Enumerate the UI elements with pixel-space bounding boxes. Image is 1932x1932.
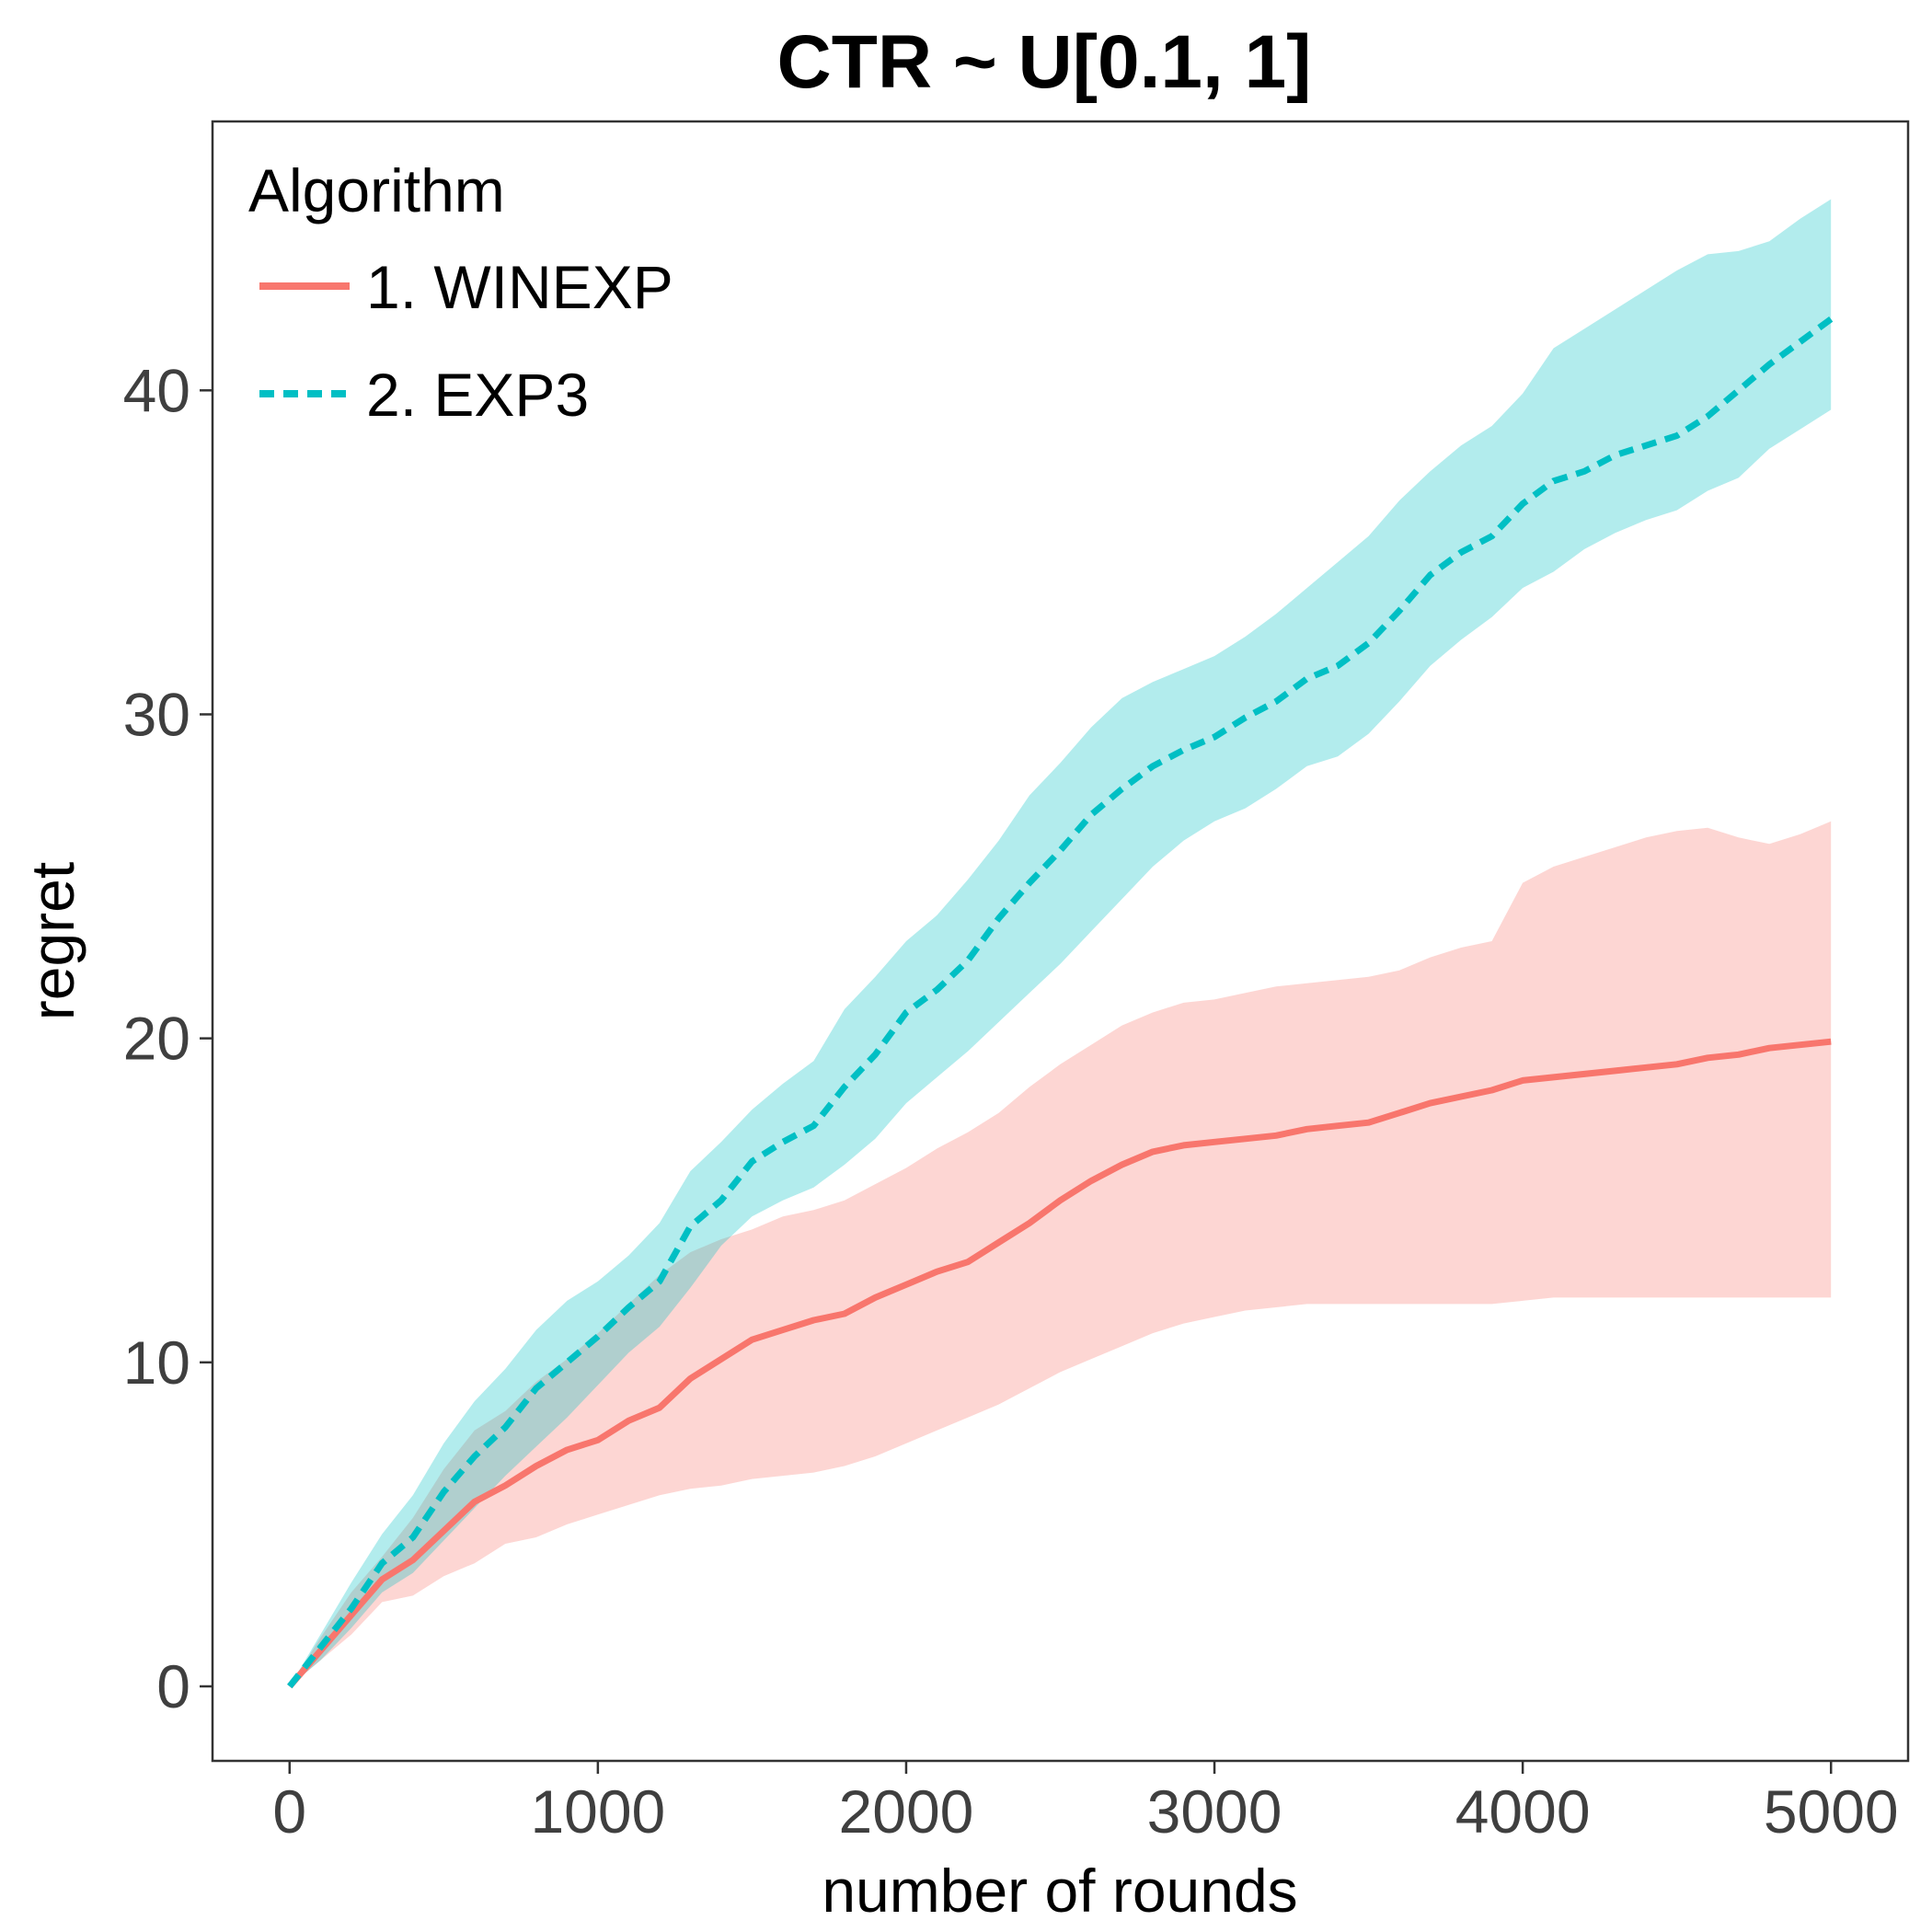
series-lines <box>287 316 1834 1689</box>
x-tick-label: 0 <box>272 1777 306 1846</box>
x-axis-label: number of rounds <box>822 1857 1297 1925</box>
legend: Algorithm 1. WINEXP 2. EXP3 <box>248 156 673 429</box>
y-tick-label: 10 <box>123 1328 190 1397</box>
x-tick-label: 3000 <box>1147 1777 1282 1846</box>
y-axis-label: regret <box>18 862 86 1020</box>
y-axis: 0 10 20 30 40 <box>123 356 213 1720</box>
y-tick-label: 0 <box>156 1652 190 1720</box>
x-tick-label: 2000 <box>839 1777 974 1846</box>
plot-panel-border <box>211 120 1910 1763</box>
chart-title: CTR ~ U[0.1, 1] <box>777 20 1312 104</box>
confidence-bands <box>289 199 1832 1686</box>
legend-label-winexp: 1. WINEXP <box>366 253 673 321</box>
x-tick-label: 5000 <box>1764 1777 1899 1846</box>
line-1-winexp <box>287 1038 1832 1689</box>
y-tick-label: 40 <box>123 356 190 424</box>
x-tick-label: 1000 <box>530 1777 665 1846</box>
x-axis: 0 1000 2000 3000 4000 5000 <box>272 1761 1899 1846</box>
x-tick-label: 4000 <box>1455 1777 1591 1846</box>
y-tick-label: 30 <box>123 680 190 748</box>
y-tick-label: 20 <box>123 1005 190 1073</box>
band-2-exp3 <box>289 199 1832 1686</box>
band-1-winexp <box>289 821 1832 1686</box>
legend-title: Algorithm <box>248 156 505 224</box>
legend-label-exp3: 2. EXP3 <box>366 361 589 429</box>
